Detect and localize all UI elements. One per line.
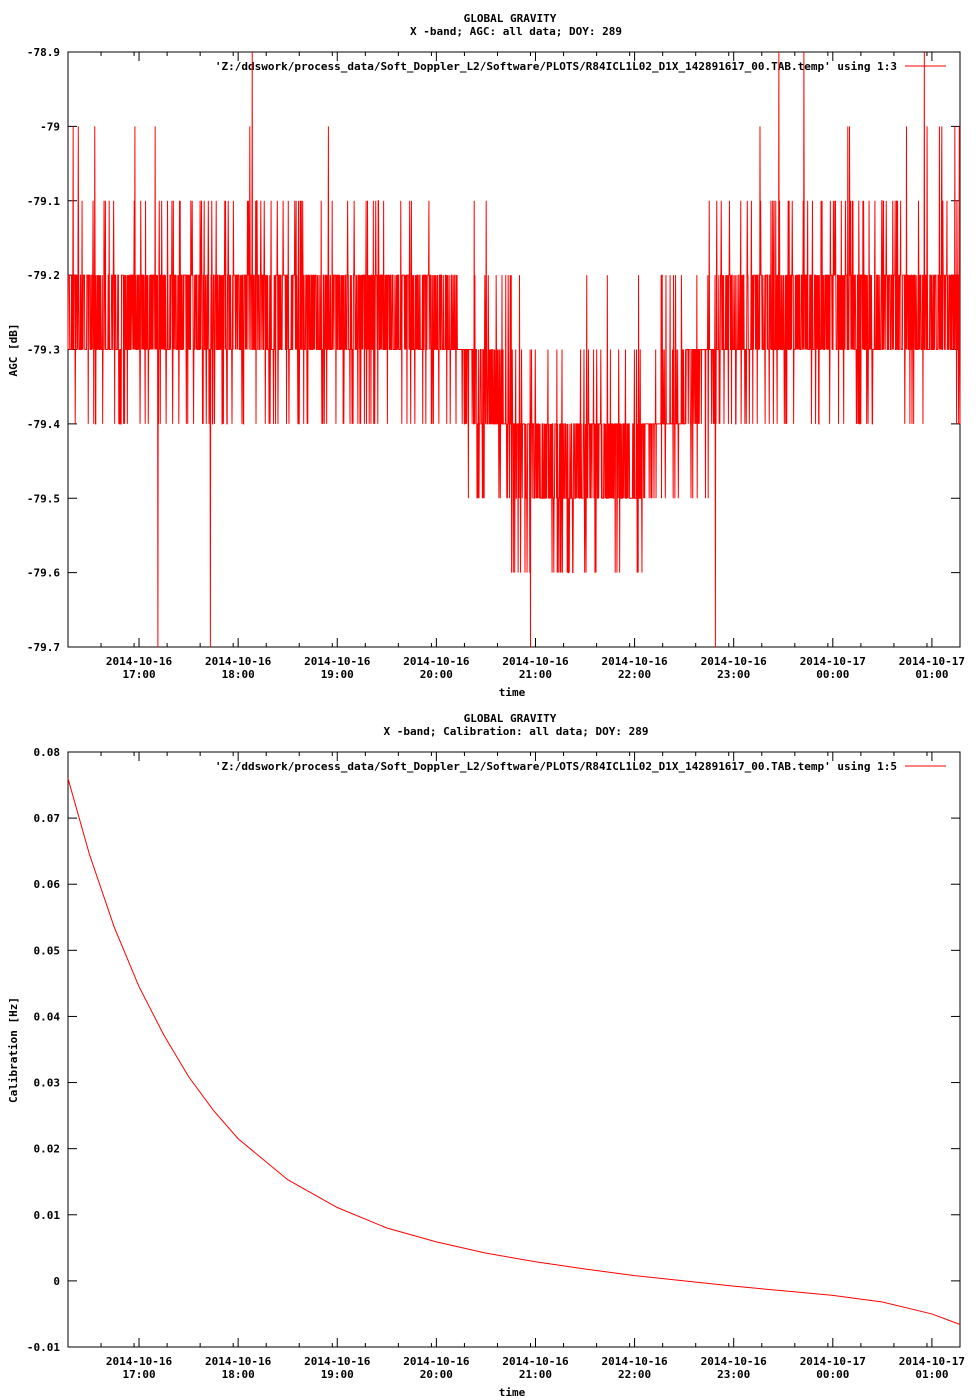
x-tick-label-time: 20:00 <box>420 668 453 681</box>
y-tick-label: -0.01 <box>27 1341 60 1354</box>
x-tick-label-time: 23:00 <box>717 1368 750 1381</box>
chart2-xlabel: time <box>499 1386 526 1399</box>
x-tick-label-date: 2014-10-16 <box>106 1355 173 1368</box>
chart2-frame <box>67 751 961 1348</box>
chart1-plot: -78.9 -79 -79.1 -79.2 -79.3 -79.4 -79.5 -79.6 -7… <box>27 46 965 681</box>
y-tick-label: -79.2 <box>27 269 60 282</box>
x-tick-label-time: 19:00 <box>321 1368 354 1381</box>
chart2-title: GLOBAL GRAVITY <box>464 712 557 725</box>
x-tick-label-time: 00:00 <box>816 668 849 681</box>
x-tick-label-date: 2014-10-17 <box>899 1355 965 1368</box>
x-tick-label-date: 2014-10-17 <box>899 655 965 668</box>
x-tick-label-date: 2014-10-16 <box>502 1355 569 1368</box>
series-line <box>67 778 961 1325</box>
x-tick-label-date: 2014-10-16 <box>205 655 272 668</box>
y-tick-label: 0.08 <box>34 746 61 759</box>
x-tick-label-time: 18:00 <box>222 668 255 681</box>
chart2-subtitle: X -band; Calibration: all data; DOY: 289 <box>384 725 649 738</box>
chart2-ylabel: Calibration [Hz] <box>7 997 20 1103</box>
chart1-subtitle: X -band; AGC: all data; DOY: 289 <box>410 25 622 38</box>
y-tick-label: -79.7 <box>27 641 60 654</box>
x-tick-label-date: 2014-10-16 <box>403 655 470 668</box>
y-tick-label: -79.3 <box>27 344 60 357</box>
y-tick-label: -79.6 <box>27 567 60 580</box>
chart2-legend-label: 'Z:/ddswork/process_data/Soft_Doppler_L2… <box>215 760 897 773</box>
x-tick-label-date: 2014-10-16 <box>106 655 173 668</box>
y-tick-label: -78.9 <box>27 46 60 59</box>
y-tick-label: 0.06 <box>34 878 61 891</box>
y-tick-label: 0.07 <box>34 812 61 825</box>
y-tick-label: 0 <box>53 1275 60 1288</box>
x-tick-label-time: 22:00 <box>618 668 651 681</box>
x-tick-label-time: 00:00 <box>816 1368 849 1381</box>
chart1-legend-label: 'Z:/ddswork/process_data/Soft_Doppler_L2… <box>215 60 897 73</box>
x-tick-label-time: 23:00 <box>717 668 750 681</box>
y-tick-label: -79 <box>40 120 60 133</box>
x-tick-label-time: 17:00 <box>122 1368 155 1381</box>
chart2-plot: 0.08 0.07 0.06 0.05 0.04 0.03 0.02 0.01 0 -0.01 20… <box>27 746 965 1381</box>
chart1-ylabel: AGC [dB] <box>7 324 20 377</box>
x-tick-label-date: 2014-10-16 <box>205 1355 272 1368</box>
x-tick-label-time: 20:00 <box>420 1368 453 1381</box>
y-tick-label: 0.05 <box>34 944 61 957</box>
x-tick-label-date: 2014-10-16 <box>304 655 371 668</box>
x-tick-label-date: 2014-10-16 <box>601 1355 668 1368</box>
x-tick-label-time: 21:00 <box>519 668 552 681</box>
x-tick-label-time: 19:00 <box>321 668 354 681</box>
x-tick-label-date: 2014-10-16 <box>502 655 569 668</box>
x-tick-label-time: 22:00 <box>618 1368 651 1381</box>
x-tick-label-date: 2014-10-17 <box>800 655 866 668</box>
series-line <box>67 51 961 648</box>
x-tick-label-time: 18:00 <box>222 1368 255 1381</box>
x-tick-label-date: 2014-10-16 <box>304 1355 371 1368</box>
y-tick-label: 0.04 <box>34 1010 61 1023</box>
x-tick-label-date: 2014-10-16 <box>701 1355 768 1368</box>
x-tick-label-date: 2014-10-16 <box>701 655 768 668</box>
y-tick-label: 0.02 <box>34 1143 61 1156</box>
y-tick-label: 0.03 <box>34 1077 61 1090</box>
x-tick-label-time: 17:00 <box>122 668 155 681</box>
x-tick-label-time: 01:00 <box>915 668 948 681</box>
y-tick-label: 0.01 <box>34 1209 61 1222</box>
y-tick-label: -79.4 <box>27 418 60 431</box>
x-tick-label-date: 2014-10-17 <box>800 1355 866 1368</box>
x-tick-label-date: 2014-10-16 <box>601 655 668 668</box>
y-tick-label: -79.1 <box>27 195 60 208</box>
y-tick-label: -79.5 <box>27 492 60 505</box>
x-tick-label-time: 01:00 <box>915 1368 948 1381</box>
chart1-title: GLOBAL GRAVITY <box>464 12 557 25</box>
x-tick-label-date: 2014-10-16 <box>403 1355 470 1368</box>
chart1-xlabel: time <box>499 686 526 699</box>
x-tick-label-time: 21:00 <box>519 1368 552 1381</box>
